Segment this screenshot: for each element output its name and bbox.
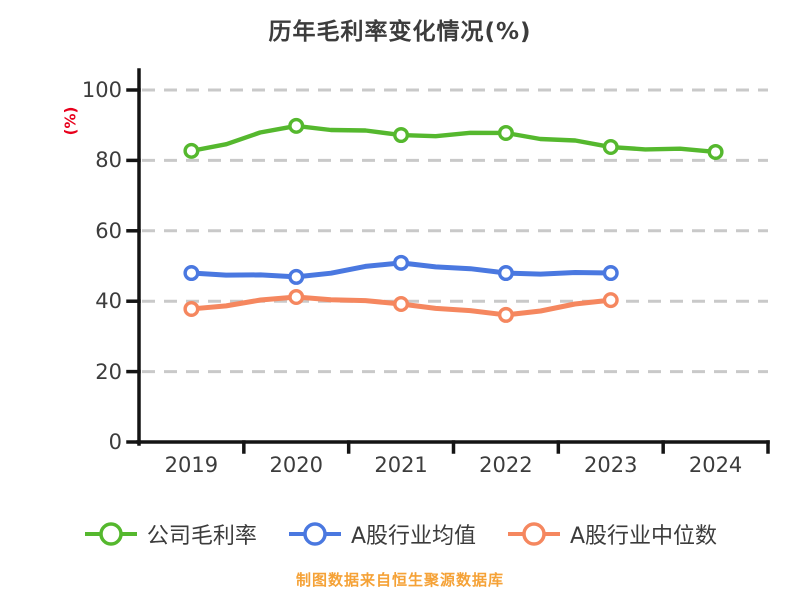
- legend-marker-industry-median-icon: [508, 522, 560, 546]
- chart-title: 历年毛利率变化情况(%): [268, 19, 532, 45]
- y-tick-label: 20: [95, 359, 122, 384]
- y-tick-label: 100: [81, 78, 122, 102]
- y-tick-label: 40: [95, 289, 122, 314]
- data-point-marker: [497, 124, 514, 141]
- x-tick-label: 2021: [374, 453, 428, 477]
- x-tick-label: 2023: [584, 453, 638, 477]
- legend-label-industry-median: A股行业中位数: [570, 524, 718, 549]
- data-point-marker: [602, 265, 619, 282]
- x-tick-label: 2024: [688, 453, 743, 477]
- series-0-markers: [183, 117, 724, 160]
- data-point-marker: [497, 265, 514, 282]
- data-point-marker: [288, 117, 305, 134]
- x-tick-label: 2020: [269, 453, 323, 477]
- y-tick-label: 80: [95, 148, 122, 173]
- y-tick-label: 0: [108, 430, 122, 454]
- data-point-marker: [707, 143, 724, 160]
- legend-item-industry-mean: A股行业均值: [287, 518, 476, 550]
- x-tick-label: 2019: [164, 453, 219, 477]
- series-1-markers: [183, 254, 619, 285]
- data-point-marker: [602, 139, 619, 156]
- data-point-marker: [183, 300, 200, 317]
- data-point-marker: [393, 296, 410, 313]
- grid-lines: [142, 88, 768, 374]
- legend-label-company-margin: 公司毛利率: [146, 524, 257, 549]
- data-point-marker: [393, 254, 410, 271]
- legend-marker-company-margin-icon: [84, 522, 137, 546]
- legend-marker-industry-mean-icon: [288, 522, 341, 546]
- series-0-line: [189, 123, 718, 155]
- y-tick-label: 60: [95, 218, 122, 243]
- legend-label-industry-mean: A股行业均值: [350, 524, 476, 549]
- axes: [126, 68, 770, 454]
- legend-item-company-margin: 公司毛利率: [83, 518, 257, 550]
- data-point-marker: [288, 268, 305, 285]
- legend-item-industry-median: A股行业中位数: [506, 518, 717, 550]
- data-point-marker: [288, 288, 305, 305]
- data-point-marker: [183, 142, 200, 159]
- series-2-markers: [183, 288, 619, 323]
- data-point-marker: [497, 306, 514, 323]
- data-point-marker: [183, 265, 200, 282]
- data-point-marker: [393, 127, 410, 144]
- data-source-note: 制图数据来自恒生聚源数据库: [295, 571, 504, 589]
- chart-legend: 公司毛利率 A股行业均值 A股行业中位数: [0, 518, 800, 550]
- data-point-marker: [602, 292, 619, 309]
- x-tick-label: 2022: [479, 453, 533, 477]
